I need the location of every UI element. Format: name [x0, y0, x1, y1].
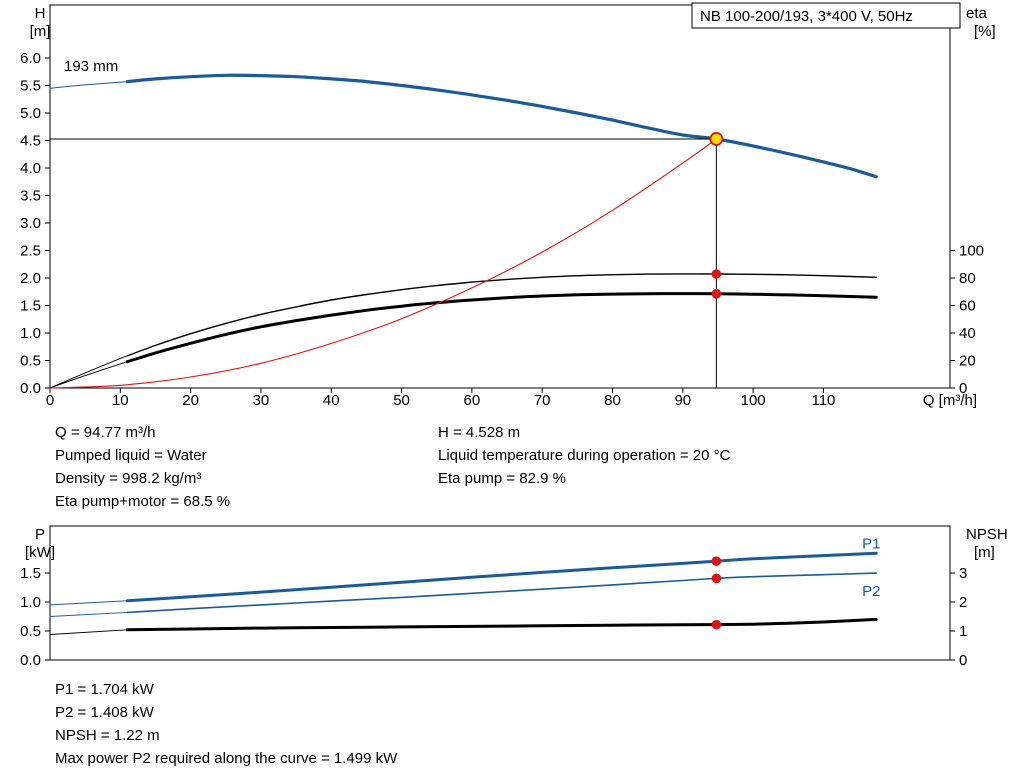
duty-point-marker [709, 132, 724, 146]
x-tick-label: 60 [464, 392, 481, 409]
p2-curve-lead [49, 611, 128, 617]
pumped-liquid-value: Pumped liquid = Water [55, 447, 207, 464]
plot-border [49, 525, 951, 661]
npsh-curve [125, 617, 878, 632]
p2-value: P2 = 1.408 kW [55, 704, 154, 721]
p2-curve [126, 572, 877, 614]
y-left-tick-label: 2.0 [20, 270, 41, 287]
y-right-tick-label: 3 [959, 565, 967, 582]
npsh-value: NPSH = 1.22 m [55, 727, 160, 744]
y-right-tick-label: 2 [959, 594, 967, 611]
operating-data-left: Q = 94.77 m³/h Pumped liquid = Water Den… [55, 421, 230, 513]
y-right-tick-label: 60 [959, 298, 976, 315]
x-tick-label: 10 [112, 392, 129, 409]
p1-curve [125, 551, 878, 603]
power-data: P1 = 1.704 kW P2 = 1.408 kW NPSH = 1.22 … [55, 678, 397, 770]
y-left-tick-label: 5.5 [20, 78, 41, 95]
y-left-tick-label: 0.5 [20, 353, 41, 370]
y-right-tick-label: 20 [959, 353, 976, 370]
y-right-tick-label: 0 [959, 652, 967, 669]
y-left-tick-label: 1.0 [20, 594, 41, 611]
eta-pump-value: Eta pump = 82.9 % [438, 470, 566, 487]
y-right-tick-label: 1 [959, 623, 967, 640]
x-tick-label: 30 [253, 392, 270, 409]
y-right-tick-label: 80 [959, 270, 976, 287]
eta-pump-motor-value: Eta pump+motor = 68.5 % [55, 493, 231, 510]
x-tick-label: 110 [811, 392, 835, 409]
y-right-axis-unit: [%] [974, 23, 996, 40]
pump-curve-lead [49, 81, 128, 89]
system-curve [49, 138, 717, 389]
operating-data-right: H = 4.528 m Liquid temperature during op… [438, 421, 730, 490]
curve-label-p1: P1 [862, 536, 880, 553]
x-tick-label: 70 [534, 392, 551, 409]
y-left-tick-label: 0.5 [20, 623, 41, 640]
eta-pump-motor-curve-lead [49, 361, 128, 389]
x-tick-label: 40 [323, 392, 340, 409]
y-left-tick-label: 3.5 [20, 188, 41, 205]
flow-value: Q = 94.77 m³/h [55, 424, 156, 441]
y-left-tick-label: 3.0 [20, 215, 41, 232]
power-npsh-chart: 0.0 0.5 1.0 1.5 0 1 2 3 P[kW] NPSH[m] P1 P2 [20, 525, 1008, 669]
head-value: H = 4.528 m [438, 424, 521, 441]
y-left-tick-label: 1.0 [20, 325, 41, 342]
y-left-axis-name: P [35, 526, 45, 543]
pump-title-box [691, 2, 961, 29]
hq-eta-chart: 0.0 0.5 1.0 1.5 2.0 2.5 3.0 3.5 4.0 4.5 5.0 5.5 6.0 0… [20, 2, 996, 409]
y-left-tick-label: 1.5 [20, 298, 41, 315]
max-power-value: Max power P2 required along the curve = … [55, 750, 398, 767]
eta-pump-motor-marker [711, 289, 722, 299]
x-tick-label: 20 [182, 392, 199, 409]
y-right-axis-unit: [m] [974, 544, 995, 561]
y-left-tick-label: 1.5 [20, 565, 41, 582]
x-tick-label: 50 [393, 392, 410, 409]
eta-pump-curve-lead [49, 355, 128, 389]
y-left-tick-label: 4.0 [20, 160, 41, 177]
pump-curve [125, 73, 878, 179]
eta-pump-curve [126, 273, 877, 357]
y-right-axis-name: NPSH [966, 526, 1008, 543]
x-tick-label: 100 [741, 392, 766, 409]
eta-pump-marker [711, 269, 722, 279]
npsh-curve-lead [49, 629, 128, 635]
x-tick-label: 80 [604, 392, 621, 409]
y-left-tick-label: 6.0 [20, 50, 41, 67]
y-left-axis-name: H [35, 5, 46, 22]
p1-curve-lead [49, 600, 128, 606]
y-left-tick-label: 4.5 [20, 133, 41, 150]
y-right-tick-label: 100 [959, 243, 984, 260]
curve-label-p2: P2 [862, 583, 880, 600]
density-value: Density = 998.2 kg/m³ [55, 470, 202, 487]
p1-value: P1 = 1.704 kW [55, 681, 154, 698]
plot-border [49, 4, 951, 389]
y-right-tick-label: 40 [959, 325, 976, 342]
y-left-axis-unit: [kW] [25, 544, 55, 561]
y-left-tick-label: 0.0 [20, 380, 41, 397]
impeller-diameter-label: 193 mm [64, 58, 118, 75]
y-left-tick-label: 5.0 [20, 105, 41, 122]
eta-pump-motor-curve [125, 292, 878, 364]
p2-marker [711, 573, 722, 584]
y-left-tick-label: 0.0 [20, 652, 41, 669]
x-tick-label: 0 [46, 392, 54, 409]
p1-marker [711, 556, 722, 566]
y-right-axis-name: eta [966, 5, 988, 22]
y-right-tick-label: 0 [959, 380, 967, 397]
y-left-tick-label: 2.5 [20, 243, 41, 260]
y-left-axis-unit: [m] [30, 23, 51, 40]
liquid-temperature-value: Liquid temperature during operation = 20… [438, 447, 731, 464]
x-axis-label: Q [m³/h] [923, 392, 977, 409]
x-tick-label: 90 [674, 392, 691, 409]
npsh-marker [711, 619, 722, 630]
pump-title: NB 100-200/193, 3*400 V, 50Hz [700, 8, 913, 25]
